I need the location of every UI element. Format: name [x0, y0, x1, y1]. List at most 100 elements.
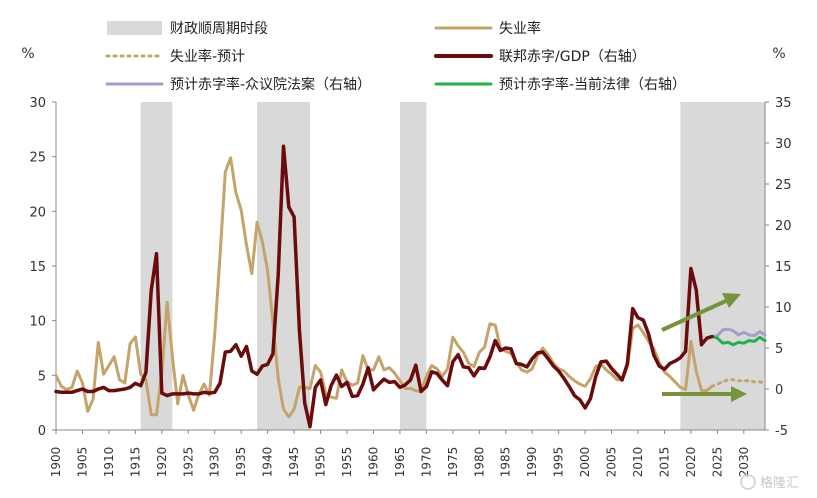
unemployment-point: [224, 171, 226, 173]
deficit-point: [224, 351, 226, 353]
unemployment-point: [425, 375, 427, 377]
unemployment-forecast-point: [743, 380, 745, 382]
deficit-point: [383, 378, 385, 380]
unemployment-point: [314, 364, 316, 367]
unemployment-point: [415, 390, 417, 392]
deficit-point: [436, 372, 438, 374]
legend-label-deficit: 联邦赤字/GDP（右轴）: [499, 49, 646, 65]
deficit-point: [621, 379, 623, 381]
unemployment-point: [457, 345, 459, 347]
deficit-point: [679, 357, 681, 359]
x-axis-tick-label: 2025: [710, 447, 724, 478]
deficit-point: [320, 379, 322, 381]
house-bill-deficit-point: [748, 334, 750, 336]
deficit-point: [526, 366, 528, 368]
deficit-point: [171, 393, 173, 395]
unemployment-point: [690, 340, 692, 342]
deficit-point: [632, 308, 634, 310]
deficit-point: [399, 386, 401, 388]
x-axis-tick-label: 1900: [49, 447, 63, 478]
unemployment-point: [468, 362, 470, 364]
x-axis-tick-label: 1920: [155, 447, 169, 478]
unemployment-point: [103, 373, 105, 375]
unemployment-point: [251, 273, 253, 275]
deficit-point: [563, 377, 565, 379]
unemployment-point: [409, 387, 412, 390]
unemployment-point: [124, 382, 126, 384]
unemployment-point: [589, 378, 592, 380]
right-axis-unit: %: [772, 46, 785, 62]
procyclical-band: [680, 102, 765, 430]
flat-trend-arrowhead: [731, 386, 747, 402]
unemployment-point: [685, 388, 687, 391]
deficit-point: [515, 363, 517, 365]
deficit-point: [182, 393, 184, 395]
unemployment-point: [140, 373, 142, 375]
unemployment-point: [235, 192, 237, 194]
unemployment-point: [441, 375, 443, 377]
deficit-point: [118, 389, 121, 391]
deficit-point: [510, 348, 512, 350]
deficit-point: [362, 383, 364, 385]
x-axis-tick-label: 1960: [366, 447, 380, 478]
current-law-deficit-point: [722, 342, 724, 344]
unemployment-point: [478, 351, 480, 353]
current-law-deficit-point: [737, 341, 740, 343]
x-axis-tick-label: 1940: [261, 447, 275, 478]
deficit-point: [536, 352, 539, 354]
unemployment-point: [282, 408, 285, 410]
deficit-point: [124, 388, 126, 390]
deficit-point: [409, 379, 412, 381]
deficit-point: [706, 337, 708, 339]
deficit-point: [420, 390, 422, 393]
unemployment-point: [240, 209, 242, 211]
x-axis-tick-label: 1930: [208, 447, 222, 478]
unemployment-point: [505, 350, 507, 352]
deficit-point: [558, 370, 560, 372]
unemployment-forecast-point: [716, 383, 719, 385]
deficit-point: [685, 350, 687, 352]
deficit-point: [552, 365, 555, 367]
left-axis-tick-label: 0: [38, 424, 46, 439]
right-axis-tick-label: -5: [775, 424, 788, 439]
deficit-point: [245, 345, 248, 347]
deficit-point: [277, 274, 279, 276]
deficit-point: [150, 290, 152, 292]
house-bill-deficit-point: [732, 330, 734, 332]
unemployment-point: [579, 383, 581, 385]
deficit-point: [351, 395, 353, 397]
legend-swatch-band: [107, 21, 162, 35]
deficit-point: [76, 390, 78, 392]
unemployment-point: [547, 354, 549, 356]
current-law-deficit-point: [732, 344, 734, 346]
deficit-point: [145, 372, 147, 374]
legend-label-house: 预计赤字率-众议院法案（右轴）: [170, 76, 371, 93]
unemployment-point: [309, 387, 311, 390]
current-law-deficit-point: [727, 341, 729, 343]
unemployment-point: [616, 379, 618, 381]
unemployment-point: [357, 382, 359, 384]
x-axis-tick-label: 1905: [75, 447, 89, 478]
deficit-point: [589, 398, 592, 400]
deficit-point: [203, 391, 205, 393]
x-axis-tick-label: 1910: [102, 447, 116, 478]
deficit-point: [531, 358, 533, 360]
legend-label-current: 预计赤字率-当前法律（右轴）: [499, 76, 686, 93]
unemployment-point: [563, 370, 565, 372]
x-axis-tick-label: 1995: [552, 447, 566, 478]
deficit-point: [690, 267, 692, 270]
unemployment-point: [66, 388, 68, 391]
deficit-point: [113, 390, 115, 392]
deficit-point: [293, 216, 295, 218]
deficit-point: [71, 391, 73, 393]
unemployment-point: [267, 269, 269, 271]
unemployment-point: [87, 410, 89, 412]
deficit-point: [489, 356, 491, 358]
unemployment-point: [230, 157, 232, 159]
unemployment-point: [436, 368, 438, 370]
unemployment-point: [203, 383, 205, 385]
unemployment-point: [637, 324, 639, 326]
house-bill-deficit-point: [759, 331, 761, 333]
unemployment-point: [325, 393, 327, 395]
unemployment-point: [351, 384, 353, 386]
